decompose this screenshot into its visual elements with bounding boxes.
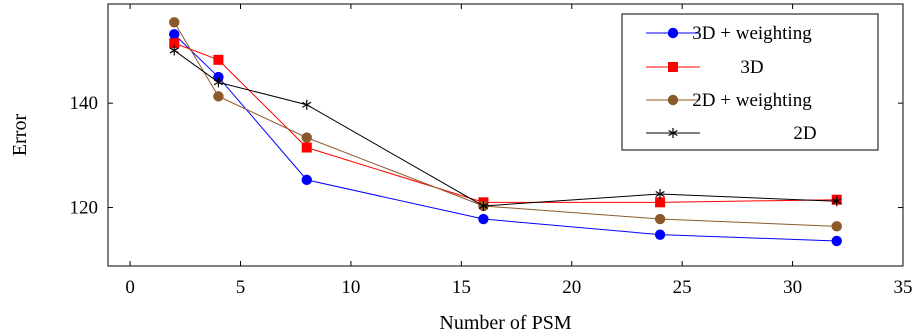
series-group bbox=[169, 17, 842, 247]
star-stroke bbox=[478, 202, 489, 209]
star-stroke bbox=[832, 198, 842, 205]
data-point bbox=[301, 132, 312, 143]
x-tick-label: 20 bbox=[562, 277, 581, 298]
series-3 bbox=[169, 45, 842, 211]
star-stroke bbox=[302, 101, 312, 108]
x-tick-label: 30 bbox=[783, 277, 802, 298]
legend-label: 2D + weighting bbox=[692, 90, 812, 111]
y-axis-label: Error bbox=[9, 114, 31, 157]
data-point bbox=[832, 196, 842, 207]
legend: 3D + weighting 3D 2D + weighting 2D bbox=[621, 13, 879, 151]
x-tick-label: 10 bbox=[341, 277, 360, 298]
data-point bbox=[831, 221, 842, 232]
star-stroke bbox=[668, 129, 678, 137]
plot-frame bbox=[107, 3, 904, 267]
x-tick-label: 25 bbox=[673, 277, 692, 298]
x-tick-label: 5 bbox=[236, 277, 246, 298]
data-point bbox=[655, 188, 665, 199]
legend-entry-0: 3D + weighting bbox=[646, 23, 812, 44]
star-stroke bbox=[655, 190, 665, 197]
data-point bbox=[213, 91, 224, 102]
data-point bbox=[655, 197, 666, 208]
data-point bbox=[478, 200, 489, 211]
legend-marker bbox=[668, 62, 678, 72]
data-point bbox=[478, 213, 489, 225]
x-tick-label: 15 bbox=[452, 277, 471, 298]
x-tick-label: 35 bbox=[894, 277, 913, 298]
legend-box bbox=[621, 13, 879, 151]
legend-entry-2: 2D + weighting bbox=[646, 90, 812, 111]
legend-label: 3D bbox=[740, 57, 763, 78]
legend-label: 2D bbox=[793, 123, 816, 144]
data-point bbox=[831, 235, 842, 247]
series-line bbox=[173, 22, 837, 227]
series-line bbox=[173, 50, 837, 207]
data-point bbox=[301, 142, 312, 153]
data-point bbox=[301, 174, 312, 186]
legend-entry-1: 3D bbox=[646, 57, 764, 78]
x-tick-label: 0 bbox=[125, 277, 135, 298]
data-point bbox=[213, 54, 224, 65]
data-point bbox=[169, 17, 180, 28]
y-tick-label: 120 bbox=[70, 198, 99, 219]
x-axis-label: Number of PSM bbox=[439, 312, 571, 334]
series-line bbox=[174, 42, 837, 203]
series-line bbox=[173, 33, 837, 242]
data-point bbox=[654, 229, 666, 240]
star-stroke bbox=[213, 79, 224, 86]
data-point bbox=[213, 77, 224, 88]
y-tick-label: 140 bbox=[70, 93, 99, 114]
legend-marker bbox=[667, 27, 679, 39]
legend-entry-3: 2D bbox=[646, 123, 817, 144]
series-0 bbox=[169, 29, 842, 247]
star-stroke bbox=[169, 47, 179, 54]
axes: 0 5 10 15 20 25 30 35 120 140 bbox=[70, 4, 913, 298]
data-point bbox=[302, 99, 312, 110]
legend-marker bbox=[668, 128, 678, 138]
data-point bbox=[169, 29, 180, 40]
legend-label: 3D + weighting bbox=[692, 23, 812, 44]
series-2 bbox=[169, 17, 842, 232]
data-point bbox=[169, 45, 179, 56]
data-point bbox=[169, 38, 180, 49]
legend-marker bbox=[667, 94, 679, 106]
data-point bbox=[213, 71, 224, 83]
data-point bbox=[654, 213, 666, 225]
